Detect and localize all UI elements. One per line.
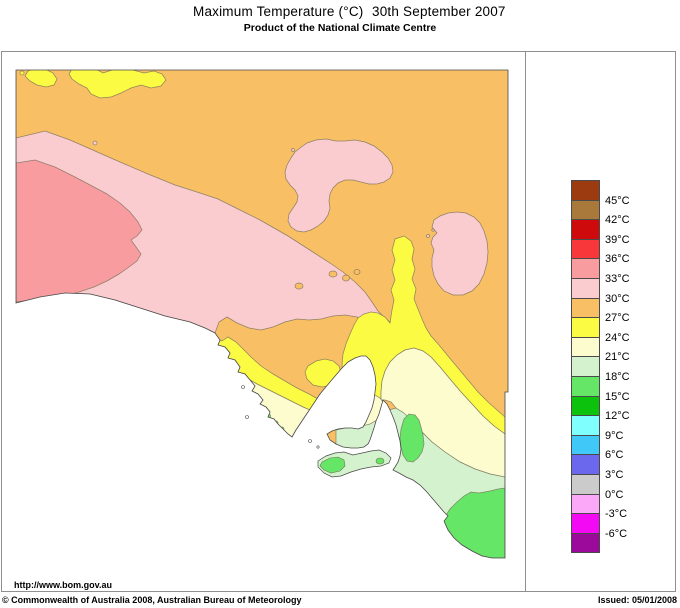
- legend-label: 15°C: [605, 390, 630, 403]
- legend-segment: [572, 533, 599, 553]
- zone-27-30c-island: [328, 270, 338, 278]
- kangaroo-island: [317, 449, 392, 478]
- legend-label: 33°C: [605, 272, 630, 285]
- legend-segment: 45°C: [572, 181, 630, 207]
- zone-30-33c-north-blob: [284, 138, 394, 233]
- legend-segment: -3°C: [572, 494, 627, 520]
- legend-segment: 36°C: [572, 239, 630, 265]
- legend-segment: 18°C: [572, 357, 630, 383]
- zone-27-30c-island: [294, 282, 304, 290]
- legend-segment: 21°C: [572, 337, 630, 363]
- copyright-text: © Commonwealth of Australia 2008, Austra…: [2, 595, 302, 605]
- legend-segment: 0°C: [572, 474, 623, 501]
- legend-label: 42°C: [605, 214, 630, 227]
- zone-30-33c-east-blob: [430, 211, 489, 296]
- legend-label: 24°C: [605, 331, 630, 344]
- zone-24-27c-north-blob: [68, 70, 167, 99]
- legend-label: 18°C: [605, 370, 630, 383]
- legend-label: -3°C: [605, 508, 628, 521]
- zone-30-33c-speck: [291, 148, 295, 152]
- legend-segment: 24°C: [572, 318, 630, 344]
- legend-segment: -6°C: [572, 514, 627, 540]
- legend-segment: 27°C: [572, 298, 630, 324]
- legend-segment: 30°C: [572, 278, 630, 305]
- zone-30-33c-speck: [426, 234, 430, 238]
- legend-segment: 15°C: [572, 376, 630, 403]
- legend-label: 6°C: [605, 449, 624, 462]
- legend-label: 36°C: [605, 253, 630, 266]
- legend-label: 0°C: [605, 488, 624, 501]
- zone-27-30c-island: [342, 274, 350, 282]
- page-date: 30th September 2007: [372, 4, 506, 19]
- legend-panel: [525, 51, 676, 592]
- legend-segment: 33°C: [572, 259, 630, 285]
- legend-label: 39°C: [605, 233, 630, 246]
- legend-label: 45°C: [605, 194, 630, 207]
- issued-date: Issued: 05/01/2008: [597, 595, 677, 605]
- map-source-url: http://www.bom.gov.au: [14, 580, 112, 590]
- legend-label: 9°C: [605, 429, 624, 442]
- legend-label: 12°C: [605, 410, 630, 423]
- offshore-islands: [241, 385, 320, 449]
- legend-label: -6°C: [605, 527, 628, 540]
- page-title: Maximum Temperature (°C): [193, 4, 364, 19]
- zone-30-33c-speck: [431, 228, 435, 232]
- zone-27-30c-island: [353, 269, 361, 275]
- legend-label: 30°C: [605, 292, 630, 305]
- south-australia-coastline: [15, 69, 509, 559]
- legend-label: 27°C: [605, 312, 630, 325]
- legend-segment: 12°C: [572, 396, 630, 422]
- legend-segment: 39°C: [572, 220, 630, 246]
- legend-label: 3°C: [605, 468, 624, 481]
- legend-segment: 9°C: [572, 416, 623, 442]
- zone-24-27c-north-blob: [24, 70, 58, 88]
- legend-label: 21°C: [605, 351, 630, 364]
- zone-30-33c-speck: [92, 140, 98, 146]
- temperature-legend: 45°C 42°C 39°C 36°C 33°C 30°C 27°C 24°C …: [571, 180, 630, 554]
- legend-segment: 42°C: [572, 200, 630, 226]
- zone-24-27c-speck: [19, 70, 25, 76]
- zone-15-18c-kangaroo-east: [375, 457, 385, 465]
- zone-15-18c-kangaroo-west: [319, 456, 346, 474]
- legend-segment: 6°C: [572, 435, 623, 461]
- legend-segment: 3°C: [572, 455, 623, 481]
- page-subtitle: Product of the National Climate Centre: [243, 22, 437, 34]
